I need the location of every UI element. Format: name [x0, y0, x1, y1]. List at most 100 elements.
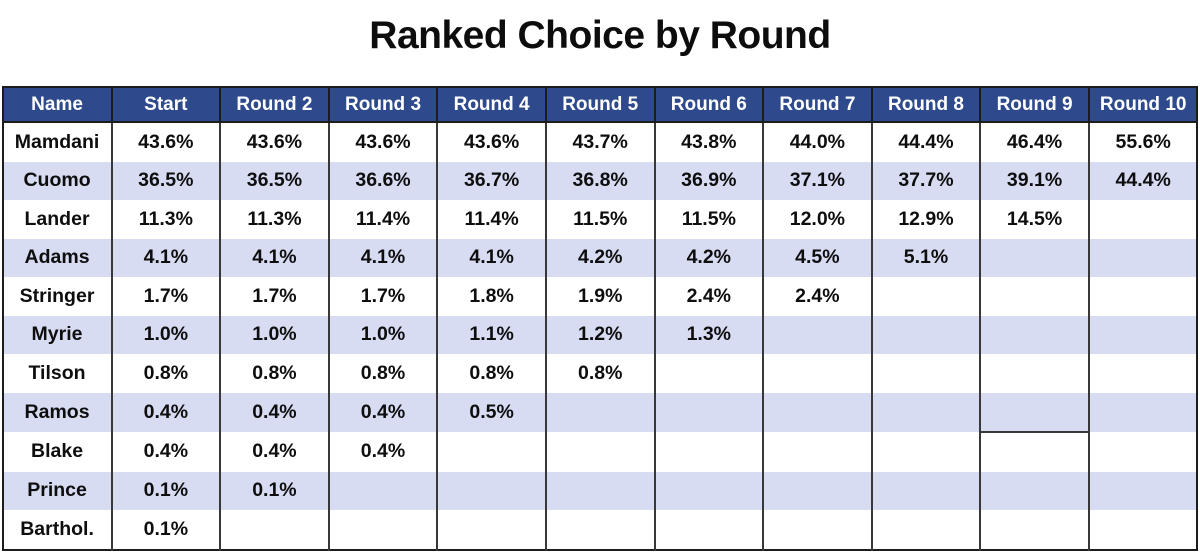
value-cell	[870, 471, 981, 510]
value-cell	[653, 392, 764, 432]
value-cell: 14.5%	[979, 200, 1089, 239]
column-header-name: Name	[2, 87, 112, 123]
value-cell	[979, 238, 1089, 277]
table-body: Mamdani 43.6% 43.6% 43.6% 43.6% 43.7% 43.8% 44.…	[2, 122, 1198, 550]
value-cell: 0.1%	[110, 471, 221, 510]
value-cell: 1.9%	[544, 277, 655, 316]
value-cell: 0.8%	[110, 354, 221, 393]
value-cell: 1.2%	[544, 315, 655, 354]
candidate-name-cell: Cuomo	[2, 161, 112, 200]
value-cell: 4.5%	[762, 238, 872, 277]
value-cell: 0.8%	[436, 354, 546, 393]
value-cell: 0.4%	[219, 392, 329, 432]
value-cell: 12.0%	[762, 200, 872, 239]
column-header-round-9: Round 9	[979, 87, 1089, 123]
value-cell: 0.4%	[110, 432, 221, 472]
value-cell: 4.1%	[436, 238, 546, 277]
candidate-name-cell: Prince	[2, 471, 112, 510]
value-cell: 43.7%	[544, 122, 655, 162]
value-cell: 0.1%	[219, 471, 329, 510]
value-cell: 11.3%	[110, 200, 221, 239]
value-cell	[219, 510, 329, 550]
value-cell: 1.0%	[110, 315, 221, 354]
value-cell: 0.8%	[544, 354, 655, 393]
candidate-name-cell: Myrie	[2, 315, 112, 354]
value-cell	[979, 277, 1089, 316]
candidate-name-cell: Lander	[2, 200, 112, 239]
value-cell	[979, 354, 1089, 393]
value-cell	[436, 471, 546, 510]
value-cell	[762, 432, 872, 472]
value-cell: 36.7%	[436, 161, 546, 200]
header-row: Name Start Round 2 Round 3 Round 4 Round 5 Rou…	[2, 87, 1198, 123]
value-cell: 5.1%	[870, 238, 981, 277]
value-cell	[1087, 471, 1198, 510]
value-cell: 11.4%	[436, 200, 546, 239]
value-cell: 43.6%	[110, 122, 221, 162]
table-row: Lander 11.3% 11.3% 11.4% 11.4% 11.5% 11.5% 12.0…	[2, 200, 1198, 239]
value-cell: 4.2%	[653, 238, 764, 277]
value-cell	[653, 471, 764, 510]
value-cell	[762, 510, 872, 550]
value-cell: 0.8%	[327, 354, 438, 393]
value-cell	[979, 392, 1089, 433]
column-header-round-2: Round 2	[219, 87, 329, 123]
value-cell	[870, 432, 981, 472]
value-cell	[436, 432, 546, 472]
value-cell	[327, 510, 438, 550]
table-row: Barthol. 0.1%	[2, 510, 1198, 550]
value-cell: 0.4%	[110, 392, 221, 432]
value-cell	[870, 315, 981, 354]
value-cell: 46.4%	[979, 122, 1089, 162]
value-cell: 11.4%	[327, 200, 438, 239]
value-cell: 1.8%	[436, 277, 546, 316]
value-cell: 2.4%	[762, 277, 872, 316]
column-header-round-6: Round 6	[653, 87, 764, 123]
candidate-name-cell: Blake	[2, 432, 112, 472]
value-cell	[1087, 200, 1198, 239]
value-cell: 43.6%	[327, 122, 438, 162]
table-header: Name Start Round 2 Round 3 Round 4 Round 5 Rou…	[2, 87, 1198, 123]
value-cell: 1.7%	[327, 277, 438, 316]
table-row: Ramos 0.4% 0.4% 0.4% 0.5%	[2, 392, 1198, 433]
value-cell: 55.6%	[1087, 122, 1198, 162]
value-cell	[544, 432, 655, 472]
value-cell	[979, 510, 1089, 550]
value-cell: 2.4%	[653, 277, 764, 316]
value-cell: 4.2%	[544, 238, 655, 277]
value-cell: 36.9%	[653, 161, 764, 200]
value-cell: 11.5%	[544, 200, 655, 239]
value-cell: 1.1%	[436, 315, 546, 354]
value-cell: 12.9%	[870, 200, 981, 239]
value-cell: 44.0%	[762, 122, 872, 162]
value-cell: 43.6%	[436, 122, 546, 162]
value-cell	[870, 277, 981, 316]
value-cell	[870, 392, 981, 432]
value-cell	[870, 510, 981, 550]
value-cell	[1087, 432, 1198, 472]
candidate-name-cell: Tilson	[2, 354, 112, 393]
value-cell	[979, 471, 1089, 510]
page-title: Ranked Choice by Round	[369, 14, 831, 57]
value-cell	[544, 392, 655, 432]
table-row: Adams 4.1% 4.1% 4.1% 4.1% 4.2% 4.2% 4.5% 5.1%	[2, 238, 1198, 277]
value-cell	[653, 510, 764, 550]
value-cell: 36.5%	[110, 161, 221, 200]
column-header-round-10: Round 10	[1087, 87, 1198, 123]
value-cell	[653, 354, 764, 393]
value-cell: 1.3%	[653, 315, 764, 354]
candidate-name-cell: Ramos	[2, 392, 112, 432]
value-cell	[544, 471, 655, 510]
value-cell: 0.4%	[219, 432, 329, 472]
value-cell	[979, 432, 1089, 472]
value-cell: 0.5%	[436, 392, 546, 432]
value-cell	[1087, 277, 1198, 316]
value-cell: 1.0%	[327, 315, 438, 354]
table-row: Tilson 0.8% 0.8% 0.8% 0.8% 0.8%	[2, 354, 1198, 393]
column-header-round-8: Round 8	[870, 87, 981, 123]
ranked-choice-table: Name Start Round 2 Round 3 Round 4 Round 5 Rou…	[1, 86, 1199, 551]
value-cell: 0.1%	[110, 510, 221, 550]
column-header-round-5: Round 5	[544, 87, 655, 123]
value-cell	[327, 471, 438, 510]
value-cell: 0.8%	[219, 354, 329, 393]
